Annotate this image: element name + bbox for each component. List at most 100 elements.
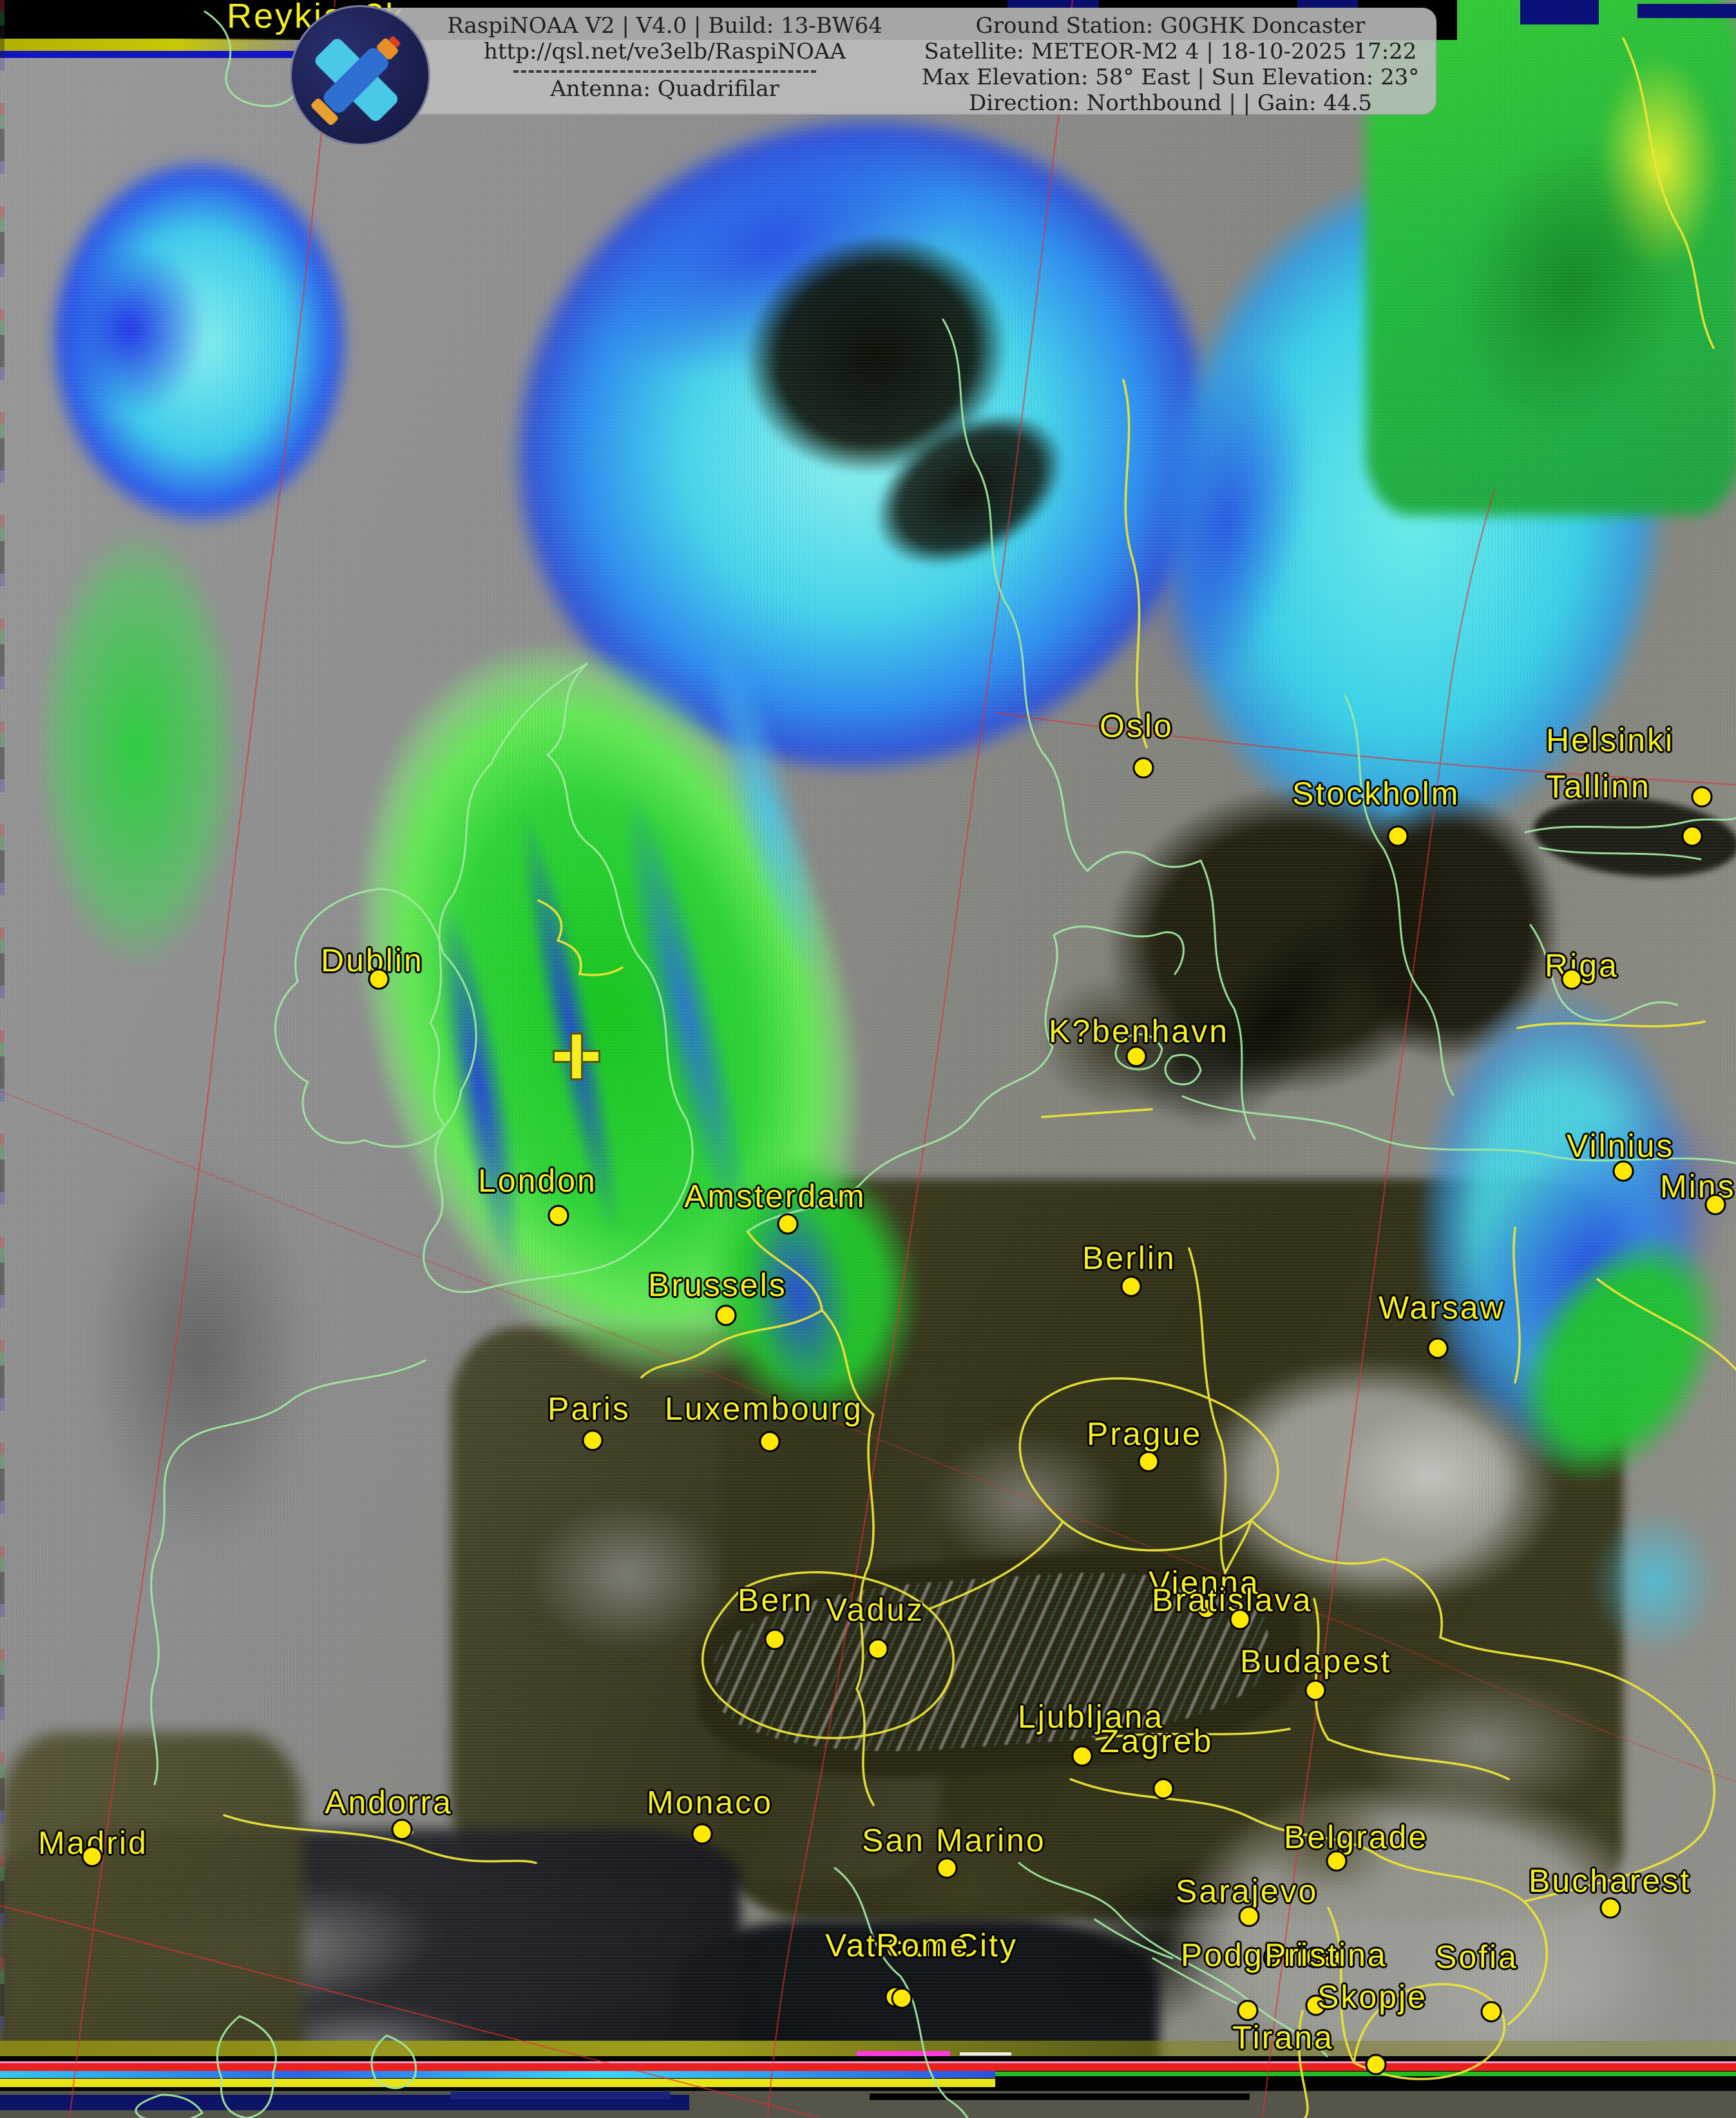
border-path xyxy=(1250,1519,1443,1639)
border-path xyxy=(1512,1226,1521,1384)
city-dot-bern xyxy=(764,1628,786,1650)
glitch-cyan-stripe xyxy=(0,2071,995,2078)
border-path xyxy=(1041,1108,1153,1118)
coastline-path xyxy=(1181,1095,1736,1165)
border-path xyxy=(1122,379,1148,749)
glitch-green-stripe xyxy=(995,2072,1736,2076)
city-dot-skopje xyxy=(1365,2054,1387,2075)
city-label-podgorica: Podgorica xyxy=(1181,1937,1344,1973)
satellite-icon xyxy=(292,7,428,144)
city-label-kobenhavn: K?benhavn xyxy=(1049,1013,1230,1049)
city-dot-vienna xyxy=(1196,1598,1217,1619)
city-label-bucharest: Bucharest xyxy=(1529,1863,1692,1899)
coastline-path xyxy=(423,662,694,1293)
city-dot-oslo xyxy=(1132,757,1154,779)
city-dot-dublin xyxy=(368,968,390,990)
city-dot-vaduz xyxy=(867,1638,889,1660)
coastline-path xyxy=(746,925,1185,1233)
city-label-sofia: Sofia xyxy=(1435,1939,1518,1975)
glitch-black-block xyxy=(870,2094,1250,2100)
coastline-path xyxy=(150,1359,426,1786)
city-dot-bratislava xyxy=(1229,1608,1251,1630)
coastline-path xyxy=(834,1867,969,2118)
city-dot-madrid xyxy=(81,1846,103,1867)
border-path xyxy=(928,1520,1064,1610)
city-label-london: London xyxy=(478,1163,597,1199)
coastline-path xyxy=(216,2015,277,2118)
border-path xyxy=(1297,2010,1309,2118)
border-path xyxy=(1439,1636,1715,1903)
border-path xyxy=(701,1571,955,1739)
city-label-skopje: Skopje xyxy=(1317,1979,1427,2015)
header-url: http://qsl.net/ve3elb/RaspiNOAA xyxy=(483,39,846,64)
glitch-yellow-stripe xyxy=(0,39,295,52)
graticule-line xyxy=(995,711,1736,786)
imagery-region xyxy=(1565,1475,1736,1688)
border-path xyxy=(1622,37,1715,349)
city-dot-sarajevo xyxy=(1238,1905,1260,1927)
coastline-path xyxy=(274,888,477,1148)
city-label-helsinki: Helsinki xyxy=(1546,722,1675,758)
city-label-budapest: Budapest xyxy=(1240,1643,1392,1679)
city-label-vaduz: Vaduz xyxy=(826,1592,925,1628)
header-antenna: Antenna: Quadrifilar xyxy=(550,76,779,102)
city-label-andorra: Andorra xyxy=(325,1784,453,1820)
border-path xyxy=(1327,1738,1510,1780)
city-label-stockholm: Stockholm xyxy=(1292,776,1460,812)
raspinoaa-logo xyxy=(290,5,430,146)
coastlines xyxy=(135,10,1736,2118)
graticule-line xyxy=(0,1090,1736,1783)
city-label-vatican-city: Vatican City xyxy=(825,1927,1018,1963)
coastline-path xyxy=(1199,859,1256,1140)
glitch-navy-block xyxy=(1520,0,1599,24)
glitch-blue-stripe xyxy=(0,51,298,58)
city-dot-sofia xyxy=(1480,2001,1502,2023)
city-dot-prague xyxy=(1138,1451,1159,1473)
border-path xyxy=(223,1814,537,1864)
city-dot-berlin xyxy=(1120,1275,1142,1297)
city-label-prague: Prague xyxy=(1087,1416,1203,1452)
border-path xyxy=(640,1309,823,1379)
city-dot-warsaw xyxy=(1427,1337,1449,1359)
coastline-path xyxy=(1344,694,1455,1096)
header-left-column: RaspiNOAA V2 | V4.0 | Build: 13-BW64 htt… xyxy=(414,13,916,102)
city-dot-podgorica xyxy=(1237,1999,1259,2021)
city-label-san-marino: San Marino xyxy=(862,1822,1046,1858)
glitch-navy-block xyxy=(1637,4,1736,18)
glitch-yellow-band xyxy=(0,2079,995,2087)
coastline-path xyxy=(1018,1862,1328,2057)
coastline-path xyxy=(1086,851,1202,872)
imagery-region xyxy=(1314,1649,1649,1842)
city-dot-brussels xyxy=(715,1304,737,1326)
border-path xyxy=(1516,1020,1706,1029)
glitch-magenta-blip xyxy=(857,2051,950,2056)
imagery-region xyxy=(0,444,277,1050)
imagery-region xyxy=(1295,1379,1565,1572)
border-path xyxy=(1224,1519,1252,1574)
city-dot-zagreb xyxy=(1152,1778,1174,1800)
coastline-path xyxy=(1538,846,1702,861)
city-dot-rome xyxy=(891,1987,913,2009)
city-dot-tallinn xyxy=(1681,825,1703,847)
city-dot-london xyxy=(548,1205,569,1226)
header-right-column: Ground Station: G0GHK Doncaster Satellit… xyxy=(916,13,1425,116)
city-dot-pristina xyxy=(1305,1994,1327,2016)
coastline-path xyxy=(1529,924,1679,1022)
city-label-rome: Rome xyxy=(876,1927,970,1963)
city-dot-kobenhavn xyxy=(1125,1045,1147,1067)
city-label-warsaw: Warsaw xyxy=(1378,1290,1505,1326)
city-dot-riga xyxy=(1561,968,1583,990)
city-dot-stockholm xyxy=(1387,825,1409,847)
border-path xyxy=(747,1232,875,1690)
city-label-amsterdam: Amsterdam xyxy=(684,1178,866,1214)
graticule-line xyxy=(767,0,1074,2118)
glitch-navy-block xyxy=(451,2092,670,2099)
city-label-tirana: Tirana xyxy=(1232,2019,1334,2056)
coastline-path xyxy=(1152,1957,1238,2005)
city-dot-minsk xyxy=(1704,1194,1726,1216)
coastline-path xyxy=(135,2094,204,2118)
city-label-vilnius: Vilnius xyxy=(1567,1128,1675,1164)
coastline-path xyxy=(1094,1918,1174,1960)
